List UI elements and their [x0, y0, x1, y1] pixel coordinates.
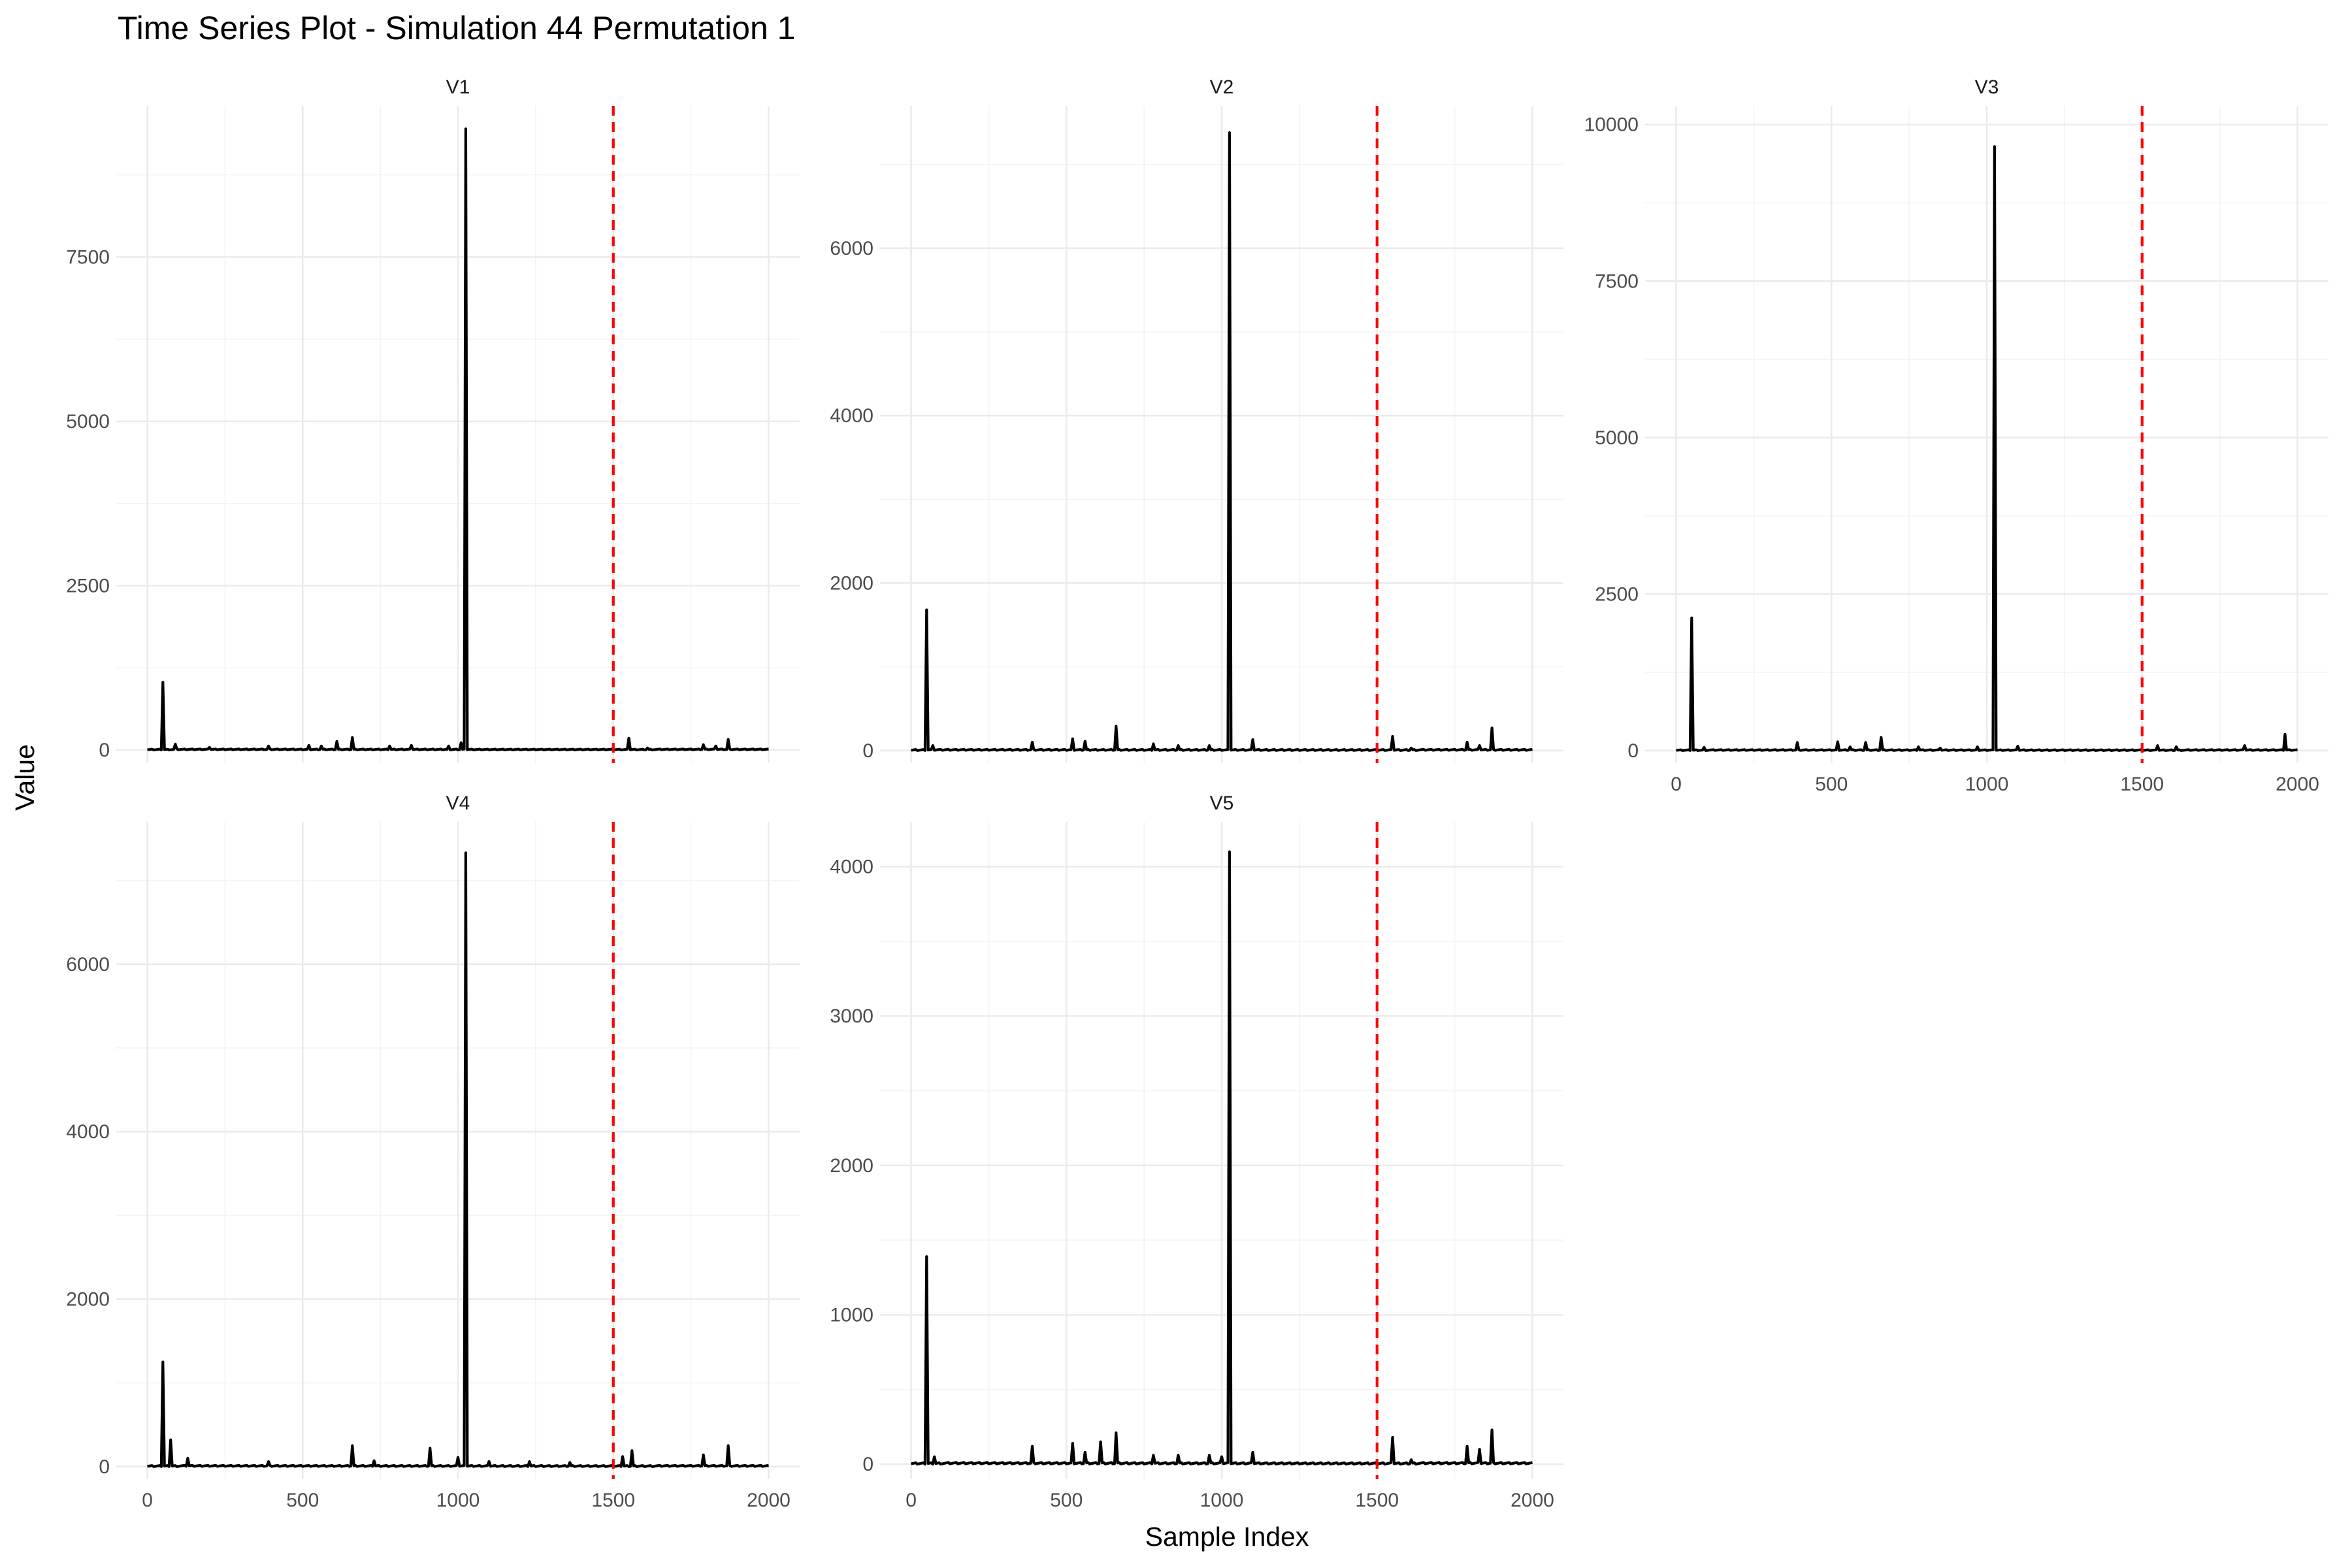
y-tick-label: 5000	[1595, 427, 1639, 449]
y-tick-label: 6000	[830, 238, 874, 259]
y-tick-label: 1000	[830, 1305, 874, 1326]
panel-v3: 0 2500 5000 7500 10000 V3 0 500 1000 1500 2000	[1584, 76, 2328, 795]
panel-v1: 0 2500 5000 7500 V1	[66, 76, 800, 763]
y-tick-label: 7500	[1595, 270, 1639, 292]
chart-title: Time Series Plot - Simulation 44 Permuta…	[118, 10, 795, 46]
x-tick-label: 2000	[2276, 774, 2319, 795]
strip-label-v2: V2	[1210, 76, 1234, 98]
facet-panels: 0250050007500V10200040006000V20250050007…	[66, 76, 2328, 1511]
x-tick-label: 0	[906, 1490, 917, 1511]
series-line-v2	[911, 131, 1533, 752]
y-tick-label: 10000	[1584, 114, 1639, 136]
y-tick-label: 2500	[1595, 583, 1639, 605]
y-tick-label: 7500	[66, 246, 110, 268]
strip-label-v3: V3	[1975, 76, 1999, 98]
x-tick-label: 500	[286, 1490, 319, 1511]
strip-label-v4: V4	[446, 792, 470, 814]
y-tick-label: 3000	[830, 1005, 874, 1027]
y-tick-label: 2000	[830, 1155, 874, 1177]
x-tick-label: 1000	[1965, 774, 2009, 795]
y-tick-label: 2000	[830, 572, 874, 594]
y-tick-label: 0	[99, 740, 110, 761]
series-line-v4	[147, 851, 769, 1468]
x-tick-label: 500	[1815, 774, 1848, 795]
y-tick-label: 4000	[830, 405, 874, 427]
x-tick-label: 2000	[747, 1490, 791, 1511]
x-tick-label: 500	[1050, 1490, 1083, 1511]
y-tick-label: 0	[1627, 740, 1639, 762]
y-axis-title: Value	[10, 744, 40, 811]
strip-label-v5: V5	[1210, 792, 1234, 814]
x-tick-label: 1500	[1355, 1490, 1399, 1511]
strip-label-v1: V1	[446, 76, 470, 98]
panel-v2: 0 2000 4000 6000 V2	[830, 76, 1563, 763]
panel-v5: 0 1000 2000 3000 4000 V5 0 500 1000 1500 2000	[830, 792, 1563, 1511]
y-tick-label: 4000	[830, 857, 874, 878]
x-tick-label: 1500	[591, 1490, 635, 1511]
series-line-v3	[1676, 145, 2298, 752]
x-tick-label: 1000	[436, 1490, 480, 1511]
series-line-v1	[147, 127, 769, 752]
y-tick-label: 0	[862, 740, 874, 762]
y-tick-label: 6000	[66, 954, 110, 975]
x-tick-label: 0	[1671, 774, 1682, 795]
panel-v4: 0 2000 4000 6000 V4 0 500 1000 1500 2000	[66, 792, 800, 1511]
series-line-v5	[910, 850, 1533, 1466]
y-tick-label: 2000	[66, 1288, 110, 1310]
y-tick-label: 2500	[66, 575, 110, 596]
y-tick-label: 5000	[66, 411, 110, 433]
y-tick-label: 0	[99, 1456, 110, 1478]
x-tick-label: 1000	[1200, 1490, 1244, 1511]
x-axis-title: Sample Index	[1145, 1522, 1309, 1552]
x-tick-label: 1500	[2120, 774, 2164, 795]
x-tick-label: 2000	[1511, 1490, 1554, 1511]
y-tick-label: 0	[862, 1454, 874, 1475]
y-tick-label: 4000	[66, 1121, 110, 1143]
x-tick-label: 0	[142, 1490, 153, 1511]
